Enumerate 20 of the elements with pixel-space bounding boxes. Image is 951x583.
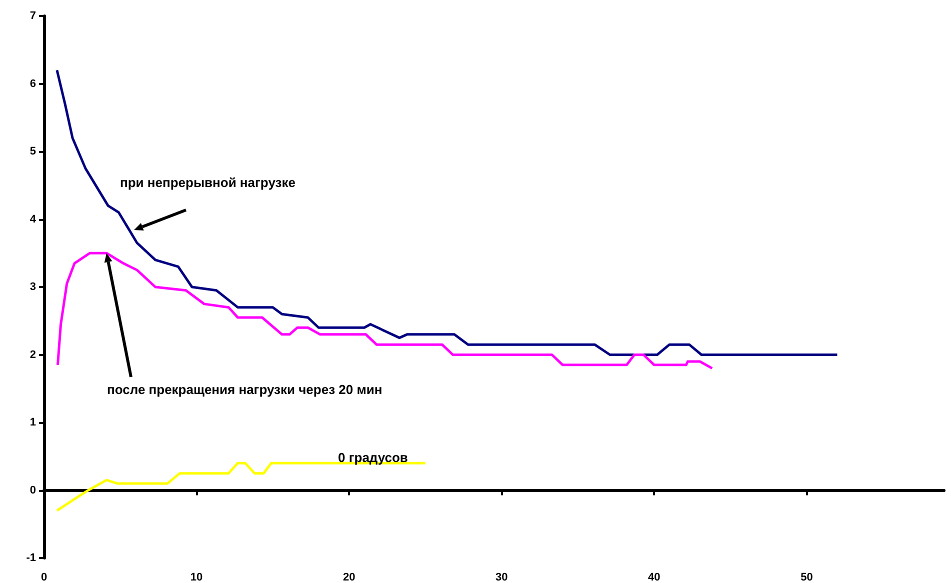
y-tick-label: 5 — [30, 146, 36, 158]
y-tick-label: 3 — [30, 281, 36, 293]
line-series — [56, 252, 714, 370]
y-tick-label: 7 — [30, 10, 36, 22]
annotation: при непрерывной нагрузке — [120, 175, 296, 190]
x-tick-label: 50 — [800, 572, 813, 583]
line-series — [56, 68, 838, 356]
x-tick-label: 10 — [190, 572, 203, 583]
y-tick-label: 0 — [30, 484, 36, 496]
x-tick-label: 20 — [342, 572, 356, 583]
annotation: 0 градусов — [338, 450, 408, 465]
x-tick-label: 40 — [648, 572, 660, 583]
annotation: после прекращения нагрузки через 20 мин — [107, 382, 382, 397]
y-tick-label: 1 — [30, 416, 36, 428]
y-tick-label: 2 — [30, 348, 36, 361]
y-tick-label: 6 — [30, 78, 36, 90]
y-tick-label: -1 — [26, 552, 36, 564]
x-tick-label: 0 — [40, 572, 48, 583]
y-tick-label: 4 — [30, 213, 37, 226]
x-tick-label: 30 — [496, 572, 508, 583]
